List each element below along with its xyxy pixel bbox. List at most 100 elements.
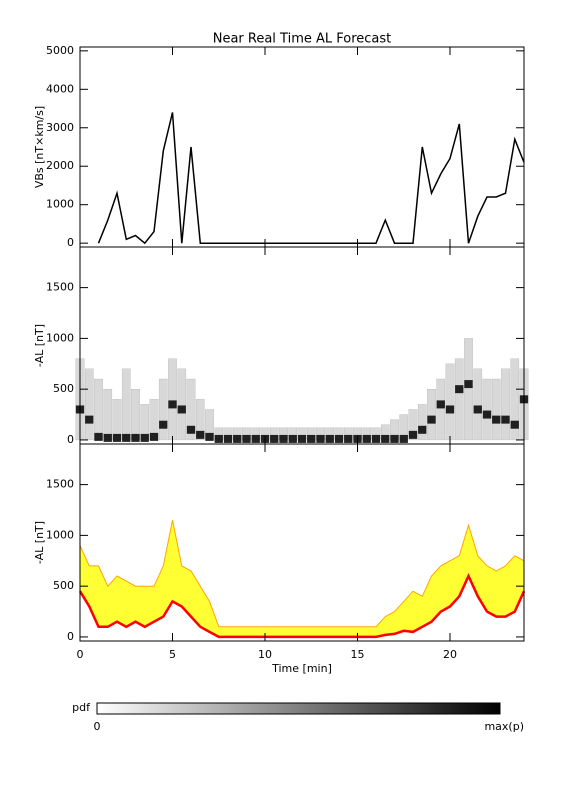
density-spread [408,409,418,441]
density-spread [464,338,473,441]
density-mode [251,434,260,443]
density-mode [288,434,297,443]
density-mode [316,434,325,443]
density-spread [427,389,436,441]
density-spread [112,399,122,441]
density-mode [455,385,464,394]
density-mode [149,432,159,441]
chart-title: Near Real Time AL Forecast [213,32,392,47]
y-axis-label: -AL [nT] [33,324,46,367]
density-mode [418,425,427,434]
density-spread [158,378,168,441]
density-mode [399,434,408,443]
density-mode [501,415,510,424]
y-tick-label: 3000 [46,121,74,134]
y-tick-label: 5000 [46,44,74,57]
y-tick-label: 500 [53,382,74,395]
colorbar-label: pdf [72,701,91,714]
y-tick-label: 1500 [46,281,74,294]
density-mode [445,405,455,414]
density-mode [159,420,168,429]
density-mode [214,434,223,443]
density-mode [270,434,279,443]
plot-frame [79,46,525,248]
x-tick-label: 5 [169,648,176,661]
data-line [97,112,525,245]
density-spread [454,358,464,441]
density-mode [381,434,390,443]
density-spread [195,399,205,441]
density-spread [510,358,520,441]
x-tick-label: 10 [258,648,272,661]
density-spread [168,358,177,441]
density-mode [223,434,233,443]
x-tick-label: 15 [351,648,365,661]
density-spread [103,389,113,441]
density-mode [140,433,149,442]
band-upper [79,520,525,628]
y-axis-label: VBs [nT×km/s] [33,106,46,188]
density-mode [131,433,140,442]
density-mode [85,415,94,424]
density-spread [417,404,427,441]
density-mode [325,434,334,443]
density-mode [362,434,371,443]
density-mode [279,434,288,443]
density-mode [427,415,436,424]
density-mode [464,380,473,389]
density-spread [436,378,446,441]
colorbar-min: 0 [94,720,101,733]
density-spread [177,368,187,441]
y-tick-label: 1000 [46,528,74,541]
x-axis-label: Time [min] [271,662,332,675]
x-tick-label: 0 [77,648,84,661]
y-tick-label: 4000 [46,82,74,95]
y-tick-label: 0 [67,236,74,249]
density-mode [94,432,103,441]
density-mode [390,434,399,443]
density-mode [473,405,482,414]
density-mode [334,434,344,443]
y-tick-label: 2000 [46,159,74,172]
y-axis-label: -AL [nT] [33,521,46,564]
density-mode [112,433,122,442]
y-tick-label: 500 [53,579,74,592]
density-mode [307,434,316,443]
colorbar-max: max(p) [484,720,524,733]
density-mode [510,420,519,429]
density-spread [445,363,455,441]
colorbar [96,702,501,715]
density-spread [84,368,94,441]
density-spread [186,378,196,441]
density-mode [196,430,205,439]
density-mode [122,433,131,442]
density-mode [482,410,492,419]
density-mode [344,434,353,443]
y-tick-label: 1500 [46,478,74,491]
density-mode [242,434,251,443]
y-tick-label: 0 [67,630,74,643]
density-spread [131,389,140,441]
density-mode [186,425,196,434]
density-spread [491,378,501,441]
y-tick-label: 1000 [46,198,74,211]
density-spread [121,368,131,441]
density-mode [492,415,501,424]
band-lower [78,572,526,639]
y-tick-label: 1000 [46,331,74,344]
y-tick-label: 0 [67,433,74,446]
density-mode [205,432,214,441]
density-mode [233,434,242,443]
density-mode [297,434,307,443]
density-mode [177,405,186,414]
plot-frame [79,443,525,642]
density-mode [168,400,177,409]
band-fill [80,520,524,637]
density-spread [501,368,510,441]
density-mode [436,400,445,409]
density-mode [103,433,112,442]
density-mode [408,430,418,439]
density-spread [473,368,483,441]
x-tick-label: 20 [443,648,457,661]
